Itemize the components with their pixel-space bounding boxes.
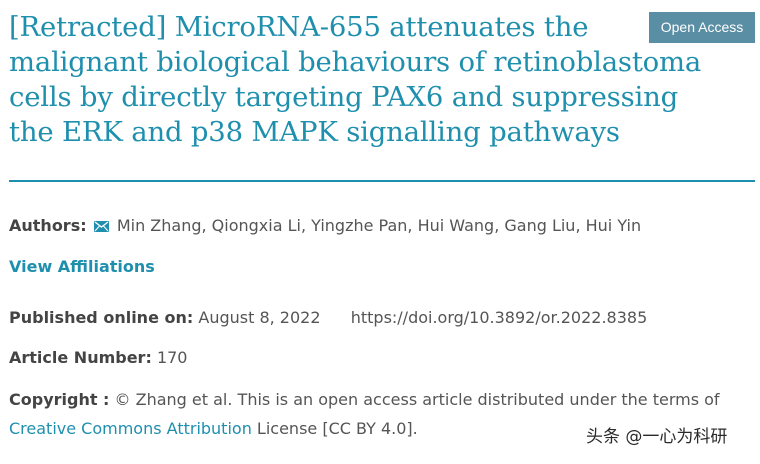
watermark: 头条 @一心为科研 [586, 427, 728, 447]
authors-label: Authors: [9, 216, 87, 235]
license-text: License [CC BY 4.0]. [256, 419, 418, 438]
authors-row: Authors: Min Zhang, Qiongxia Li, Yingzhe… [9, 215, 641, 237]
published-row: Published online on: August 8, 2022 http… [9, 307, 647, 329]
published-date: August 8, 2022 [198, 308, 321, 327]
copyright-row: Copyright : © Zhang et al. This is an op… [9, 389, 720, 411]
copyright-label: Copyright : [9, 390, 110, 409]
article-number-value: 170 [156, 348, 188, 367]
doi-link[interactable]: https://doi.org/10.3892/or.2022.8385 [350, 308, 648, 327]
creative-commons-link[interactable]: Creative Commons Attribution [9, 419, 252, 438]
authors-list: Min Zhang, Qiongxia Li, Yingzhe Pan, Hui… [116, 216, 642, 235]
affiliations-row: View Affiliations [9, 256, 155, 278]
article-title: [Retracted] MicroRNA-655 attenuates the … [9, 11, 702, 148]
article-number-row: Article Number: 170 [9, 347, 187, 369]
open-access-badge[interactable]: Open Access [649, 12, 755, 43]
license-row: Creative Commons Attribution License [CC… [9, 418, 418, 440]
article-number-label: Article Number: [9, 348, 152, 367]
copyright-text: © Zhang et al. This is an open access ar… [114, 390, 720, 409]
published-label: Published online on: [9, 308, 194, 327]
view-affiliations-link[interactable]: View Affiliations [9, 257, 155, 276]
envelope-icon[interactable] [93, 221, 109, 232]
title-divider [9, 180, 755, 182]
